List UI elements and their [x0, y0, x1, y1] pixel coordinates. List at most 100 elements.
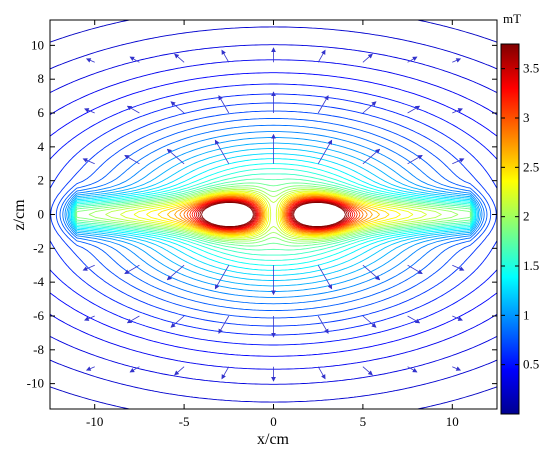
colorbar-tick-label: 0.5	[523, 357, 539, 372]
field-arrow	[84, 315, 95, 321]
contour-line	[189, 198, 358, 231]
field-arrow	[452, 366, 462, 371]
colorbar-tick-label: 2	[523, 209, 530, 224]
contour-line	[71, 158, 476, 271]
field-arrow	[452, 108, 463, 114]
x-tick-label: -5	[179, 414, 190, 429]
contour-line	[50, 83, 497, 346]
contour-line	[50, 102, 497, 327]
field-arrow	[317, 265, 333, 290]
field-arrow	[214, 265, 230, 290]
contour-line	[167, 194, 380, 235]
contour-line	[193, 199, 354, 230]
plot-area	[50, 20, 497, 409]
field-arrow	[214, 139, 230, 164]
field-arrow	[407, 105, 421, 114]
field-arrow	[362, 264, 381, 281]
field-arrow	[362, 315, 377, 328]
field-arrow	[124, 154, 140, 165]
contour-line	[59, 117, 488, 312]
colorbar-tick-label: 1	[523, 307, 530, 322]
field-arrow	[170, 101, 185, 114]
field-arrow	[174, 53, 185, 63]
y-axis: -10 -8 -6 -4 -2 0 2 4 6 8 10	[27, 37, 497, 391]
field-arrow	[452, 58, 462, 63]
field-arrow	[407, 366, 418, 373]
y-tick-label: 4	[38, 139, 45, 154]
y-tick-label: 10	[31, 37, 44, 52]
field-arrow	[129, 56, 140, 63]
field-arrow	[407, 154, 423, 165]
field-arrow	[166, 148, 185, 165]
y-tick-label: -6	[33, 308, 44, 323]
contour-line	[69, 148, 478, 281]
x-tick-label: 10	[446, 414, 459, 429]
y-tick-label: 6	[38, 105, 45, 120]
colorbar-unit-label: mT	[503, 11, 521, 26]
contour-line	[50, 72, 497, 357]
y-tick-label: -2	[33, 240, 44, 255]
contour-line	[55, 110, 492, 319]
field-arrow	[317, 95, 329, 114]
contour-line	[75, 182, 472, 247]
colorbar-tick-label: 3.5	[523, 61, 539, 76]
colorbar-tick-label: 3	[523, 110, 530, 125]
colorbar-tick-label: 1.5	[523, 258, 539, 273]
field-arrow	[129, 366, 140, 373]
contour-line	[50, 44, 497, 385]
y-tick-label: -10	[27, 376, 44, 391]
colorbar-tick-label: 2.5	[523, 159, 539, 174]
colorbar-ticks: 0.5 1 1.5 2 2.5 3 3.5	[501, 61, 539, 372]
x-tick-label: -10	[86, 414, 103, 429]
contour-line	[50, 59, 497, 370]
contour-line	[70, 153, 477, 276]
field-arrow	[452, 264, 465, 271]
contour-line	[201, 202, 346, 227]
contour-line	[174, 195, 373, 234]
field-arrow	[221, 366, 230, 380]
y-tick-label: 8	[38, 71, 45, 86]
field-arrow	[452, 315, 463, 321]
field-arrow	[317, 366, 326, 380]
contour-line	[146, 192, 401, 237]
field-arrow	[85, 366, 95, 371]
field-arrow	[82, 264, 95, 271]
field-arrow	[124, 264, 140, 275]
contour-line	[191, 198, 356, 231]
colorbar	[500, 43, 520, 415]
y-tick-label: 2	[38, 173, 45, 188]
field-arrow	[317, 139, 333, 164]
x-tick-label: 0	[270, 414, 277, 429]
field-arrow	[317, 49, 326, 63]
field-arrow	[85, 58, 95, 63]
field-arrow	[362, 148, 381, 165]
field-arrows	[82, 47, 465, 382]
contour-line	[186, 197, 361, 232]
field-arrow	[126, 315, 140, 324]
field-arrow	[362, 366, 373, 376]
contour-line	[74, 178, 473, 251]
field-arrow	[317, 315, 329, 334]
field-arrow	[218, 95, 230, 114]
field-arrow	[362, 101, 377, 114]
contour-line	[197, 200, 350, 229]
field-arrow	[82, 158, 95, 165]
contour-line	[195, 200, 352, 229]
field-arrow	[84, 108, 95, 114]
field-arrow	[174, 366, 185, 376]
x-axis-label: x/cm	[257, 431, 290, 448]
field-arrow	[218, 315, 230, 334]
x-tick-label: 5	[360, 414, 367, 429]
field-arrow	[166, 264, 185, 281]
x-axis: -10 -5 0 5 10	[86, 20, 459, 429]
contour-line	[120, 190, 427, 239]
contour-line	[50, 20, 497, 409]
contour-line	[62, 124, 485, 305]
contour-line	[105, 188, 442, 241]
contour-line	[157, 193, 390, 236]
field-arrow	[126, 105, 140, 114]
field-arrow	[170, 315, 185, 328]
contour-line	[183, 196, 364, 233]
contour-line	[50, 26, 497, 403]
